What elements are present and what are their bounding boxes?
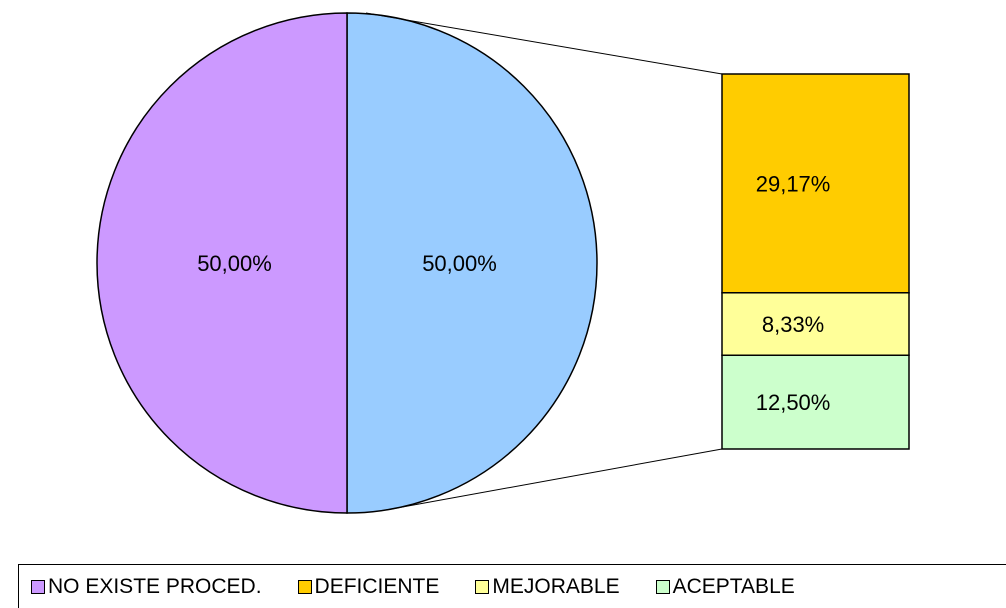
pie-slice-label: 50,00% [197,251,272,276]
bar-segment-label: 12,50% [756,390,831,415]
legend-label: MEJORABLE [492,574,620,598]
legend-label: NO EXISTE PROCED. [48,574,262,598]
legend-item-no-existe: NO EXISTE PROCED. [31,575,262,599]
bar-segment [721,354,910,450]
legend-item-deficiente: DEFICIENTE [297,574,440,599]
bar-segment [721,292,910,356]
pie-slice [346,12,598,514]
bar-segment [721,73,910,294]
chart: 50,00% 50,00% 29,17% 8,33% 12,50% [96,12,910,514]
legend-swatch [31,579,45,594]
bar-segment-label: 29,17% [756,171,831,196]
pie: 50,00% 50,00% [96,12,598,514]
legend-item-mejorable: MEJORABLE [475,574,620,599]
connector-lines [365,12,723,511]
stacked-bar: 29,17% 8,33% 12,50% [721,73,910,450]
legend-label: ACEPTABLE [672,574,795,598]
pie-slice-label: 50,00% [422,251,497,276]
legend-swatch [297,579,312,594]
connector-line-bottom [385,448,723,511]
legend-swatch [655,579,670,594]
legend-swatch [475,579,490,594]
pie-slice [96,12,348,514]
legend: NO EXISTE PROCED. DEFICIENTE MEJORABLE A… [18,564,1006,608]
connector-line-top [365,12,723,75]
legend-item-aceptable: ACEPTABLE [655,574,795,599]
bar-segment-label: 8,33% [762,312,824,337]
legend-label: DEFICIENTE [314,574,440,598]
